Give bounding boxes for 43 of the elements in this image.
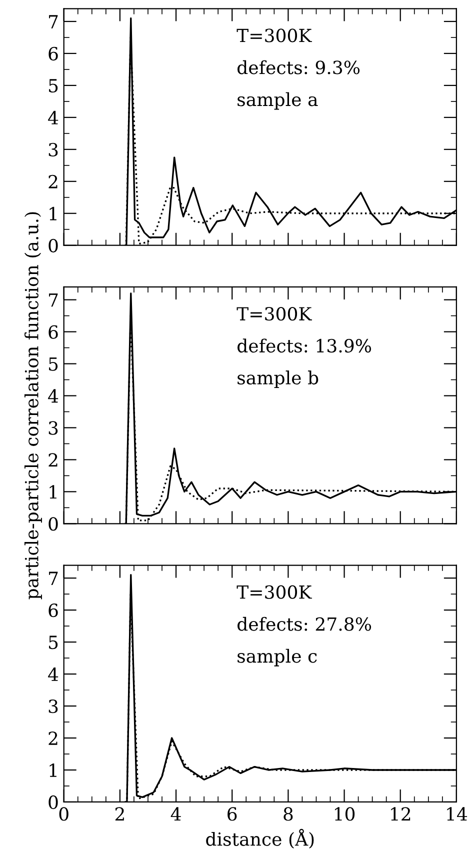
annotation: T=300K <box>236 28 312 42</box>
y-tick-label: 7 <box>49 293 58 307</box>
annotation: T=300K <box>236 585 312 599</box>
y-axis-title: particle-particle correlation function (a.u.) <box>24 212 42 600</box>
annotation: defects: 13.9% <box>237 338 372 353</box>
x-tick-label: 10 <box>334 807 355 821</box>
x-tick-label: 4 <box>170 807 181 821</box>
y-tick-label: 0 <box>48 517 58 531</box>
y-tick-label: 3 <box>48 699 58 714</box>
y-tick-label: 5 <box>49 357 58 371</box>
y-tick-label: 2 <box>48 453 58 467</box>
y-tick-label: 7 <box>49 572 58 585</box>
annotation: sample b <box>238 370 318 388</box>
y-tick-label: 0 <box>48 795 58 810</box>
y-tick-label: 3 <box>48 142 58 157</box>
annotation: defects: 9.3% <box>237 60 360 74</box>
y-tick-label: 1 <box>50 206 56 220</box>
x-tick-label: 12 <box>391 807 410 821</box>
x-tick-label: 2 <box>115 807 124 821</box>
y-tick-label: 7 <box>49 15 58 28</box>
y-tick-label: 5 <box>49 636 58 650</box>
y-tick-label: 2 <box>48 174 58 188</box>
y-tick-label: 6 <box>48 604 58 618</box>
annotation: defects: 27.8% <box>237 616 372 631</box>
y-tick-label: 5 <box>49 79 58 93</box>
y-tick-label: 0 <box>48 238 58 252</box>
x-tick-label: 14 <box>447 807 468 821</box>
y-tick-label: 6 <box>48 46 58 61</box>
x-axis-title: distance (Å) <box>206 828 314 848</box>
x-tick-label: 6 <box>228 807 237 821</box>
y-tick-label: 4 <box>48 110 58 124</box>
y-tick-label: 1 <box>50 485 56 499</box>
x-tick-label: 0 <box>59 807 68 821</box>
annotation: sample a <box>238 92 318 110</box>
annotation: T=300K <box>236 306 312 321</box>
y-tick-label: 6 <box>48 325 58 339</box>
y-tick-label: 4 <box>48 667 58 681</box>
y-tick-label: 4 <box>48 389 58 403</box>
annotation: sample c <box>238 648 317 666</box>
y-tick-label: 2 <box>48 731 58 745</box>
y-tick-label: 1 <box>50 763 56 777</box>
y-tick-label: 3 <box>48 421 58 435</box>
x-tick-label: 8 <box>284 807 293 821</box>
